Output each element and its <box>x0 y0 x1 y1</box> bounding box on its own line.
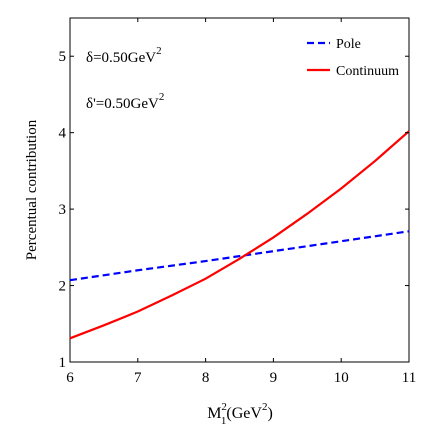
series-line-continuum <box>69 130 410 340</box>
y-tick-label: 4 <box>59 126 67 142</box>
legend-label-pole: Pole <box>336 37 361 52</box>
legend-label-continuum: Continuum <box>336 64 399 79</box>
x-tick-label: 11 <box>402 370 416 386</box>
y-tick-label: 3 <box>59 202 67 218</box>
y-tick-label: 1 <box>59 355 67 371</box>
plot-frame <box>69 17 410 363</box>
y-axis-label: Percentual contribution <box>24 119 40 260</box>
y-tick-label: 2 <box>59 279 67 295</box>
x-tick-label: 10 <box>334 370 349 386</box>
x-axis-label: M2 1(GeV2) <box>207 401 273 427</box>
series-line-pole <box>69 230 410 282</box>
series-layer <box>69 130 410 340</box>
delta-annotation: δ'=0.50GeV2 <box>86 91 164 112</box>
x-tick-label: 9 <box>270 370 278 386</box>
x-tick-label: 6 <box>66 370 74 386</box>
x-tick-label: 8 <box>202 370 210 386</box>
y-tick-label: 5 <box>59 49 67 65</box>
annotations: δ=0.50GeV2 δ'=0.50GeV2 <box>86 45 164 112</box>
delta-annotation: δ=0.50GeV2 <box>86 45 162 66</box>
plot-border <box>69 17 410 363</box>
axis-labels: M2 1(GeV2) Percentual contribution <box>24 119 273 427</box>
x-tick-label: 7 <box>134 370 142 386</box>
legend: Pole Continuum <box>307 37 399 79</box>
